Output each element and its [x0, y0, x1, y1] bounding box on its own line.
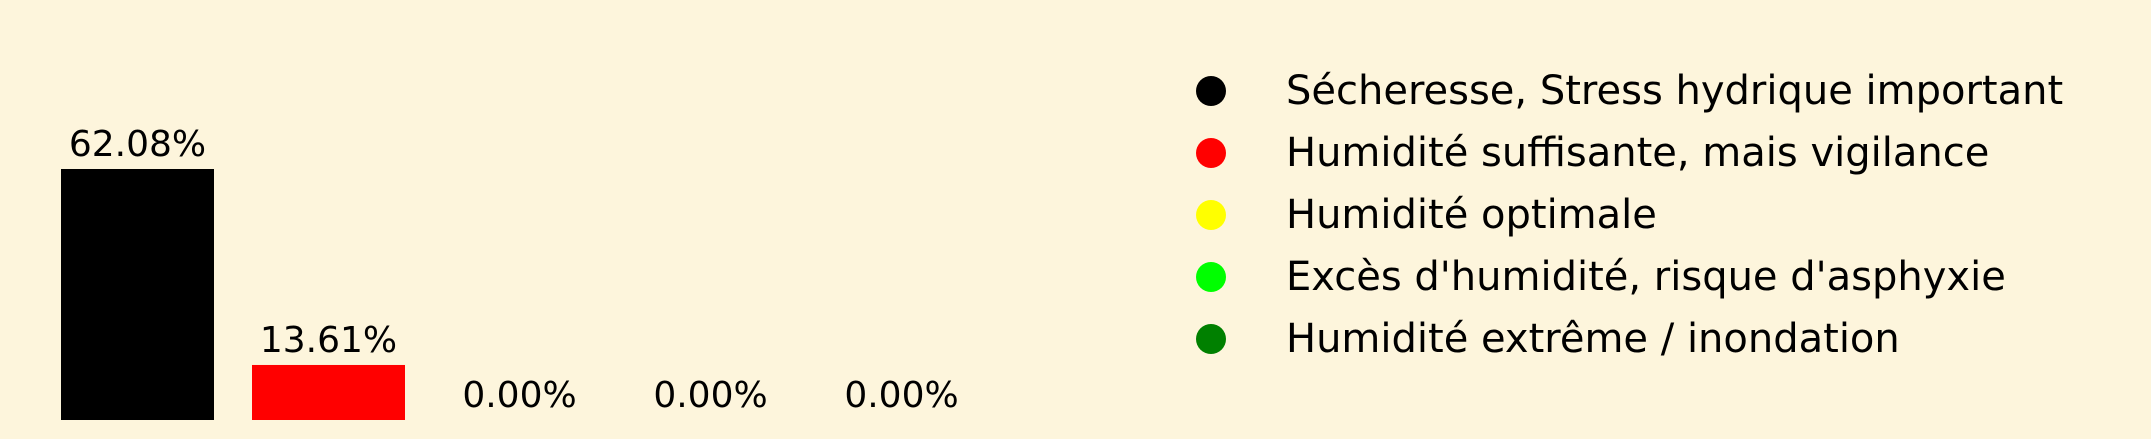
bar-2 — [252, 364, 405, 420]
legend-marker-4 — [1196, 262, 1226, 292]
legend-marker-3 — [1196, 200, 1226, 230]
legend-label-1: Sécheresse, Stress hydrique important — [1286, 68, 2063, 114]
legend-marker-2 — [1196, 138, 1226, 168]
bar-value-label-4: 0.00% — [653, 375, 767, 416]
bar-value-label-2: 13.61% — [260, 320, 397, 361]
bar-value-label-5: 0.00% — [844, 375, 958, 416]
legend-label-4: Excès d'humidité, risque d'asphyxie — [1286, 254, 2006, 300]
bar-1 — [61, 169, 214, 420]
legend-label-2: Humidité suffisante, mais vigilance — [1286, 130, 1989, 176]
bar-value-label-3: 0.00% — [462, 375, 576, 416]
legend-label-5: Humidité extrême / inondation — [1286, 316, 1900, 362]
legend-marker-1 — [1196, 76, 1226, 106]
legend-marker-5 — [1196, 324, 1226, 354]
bar-value-label-1: 62.08% — [69, 124, 206, 165]
legend-label-3: Humidité optimale — [1286, 192, 1657, 238]
